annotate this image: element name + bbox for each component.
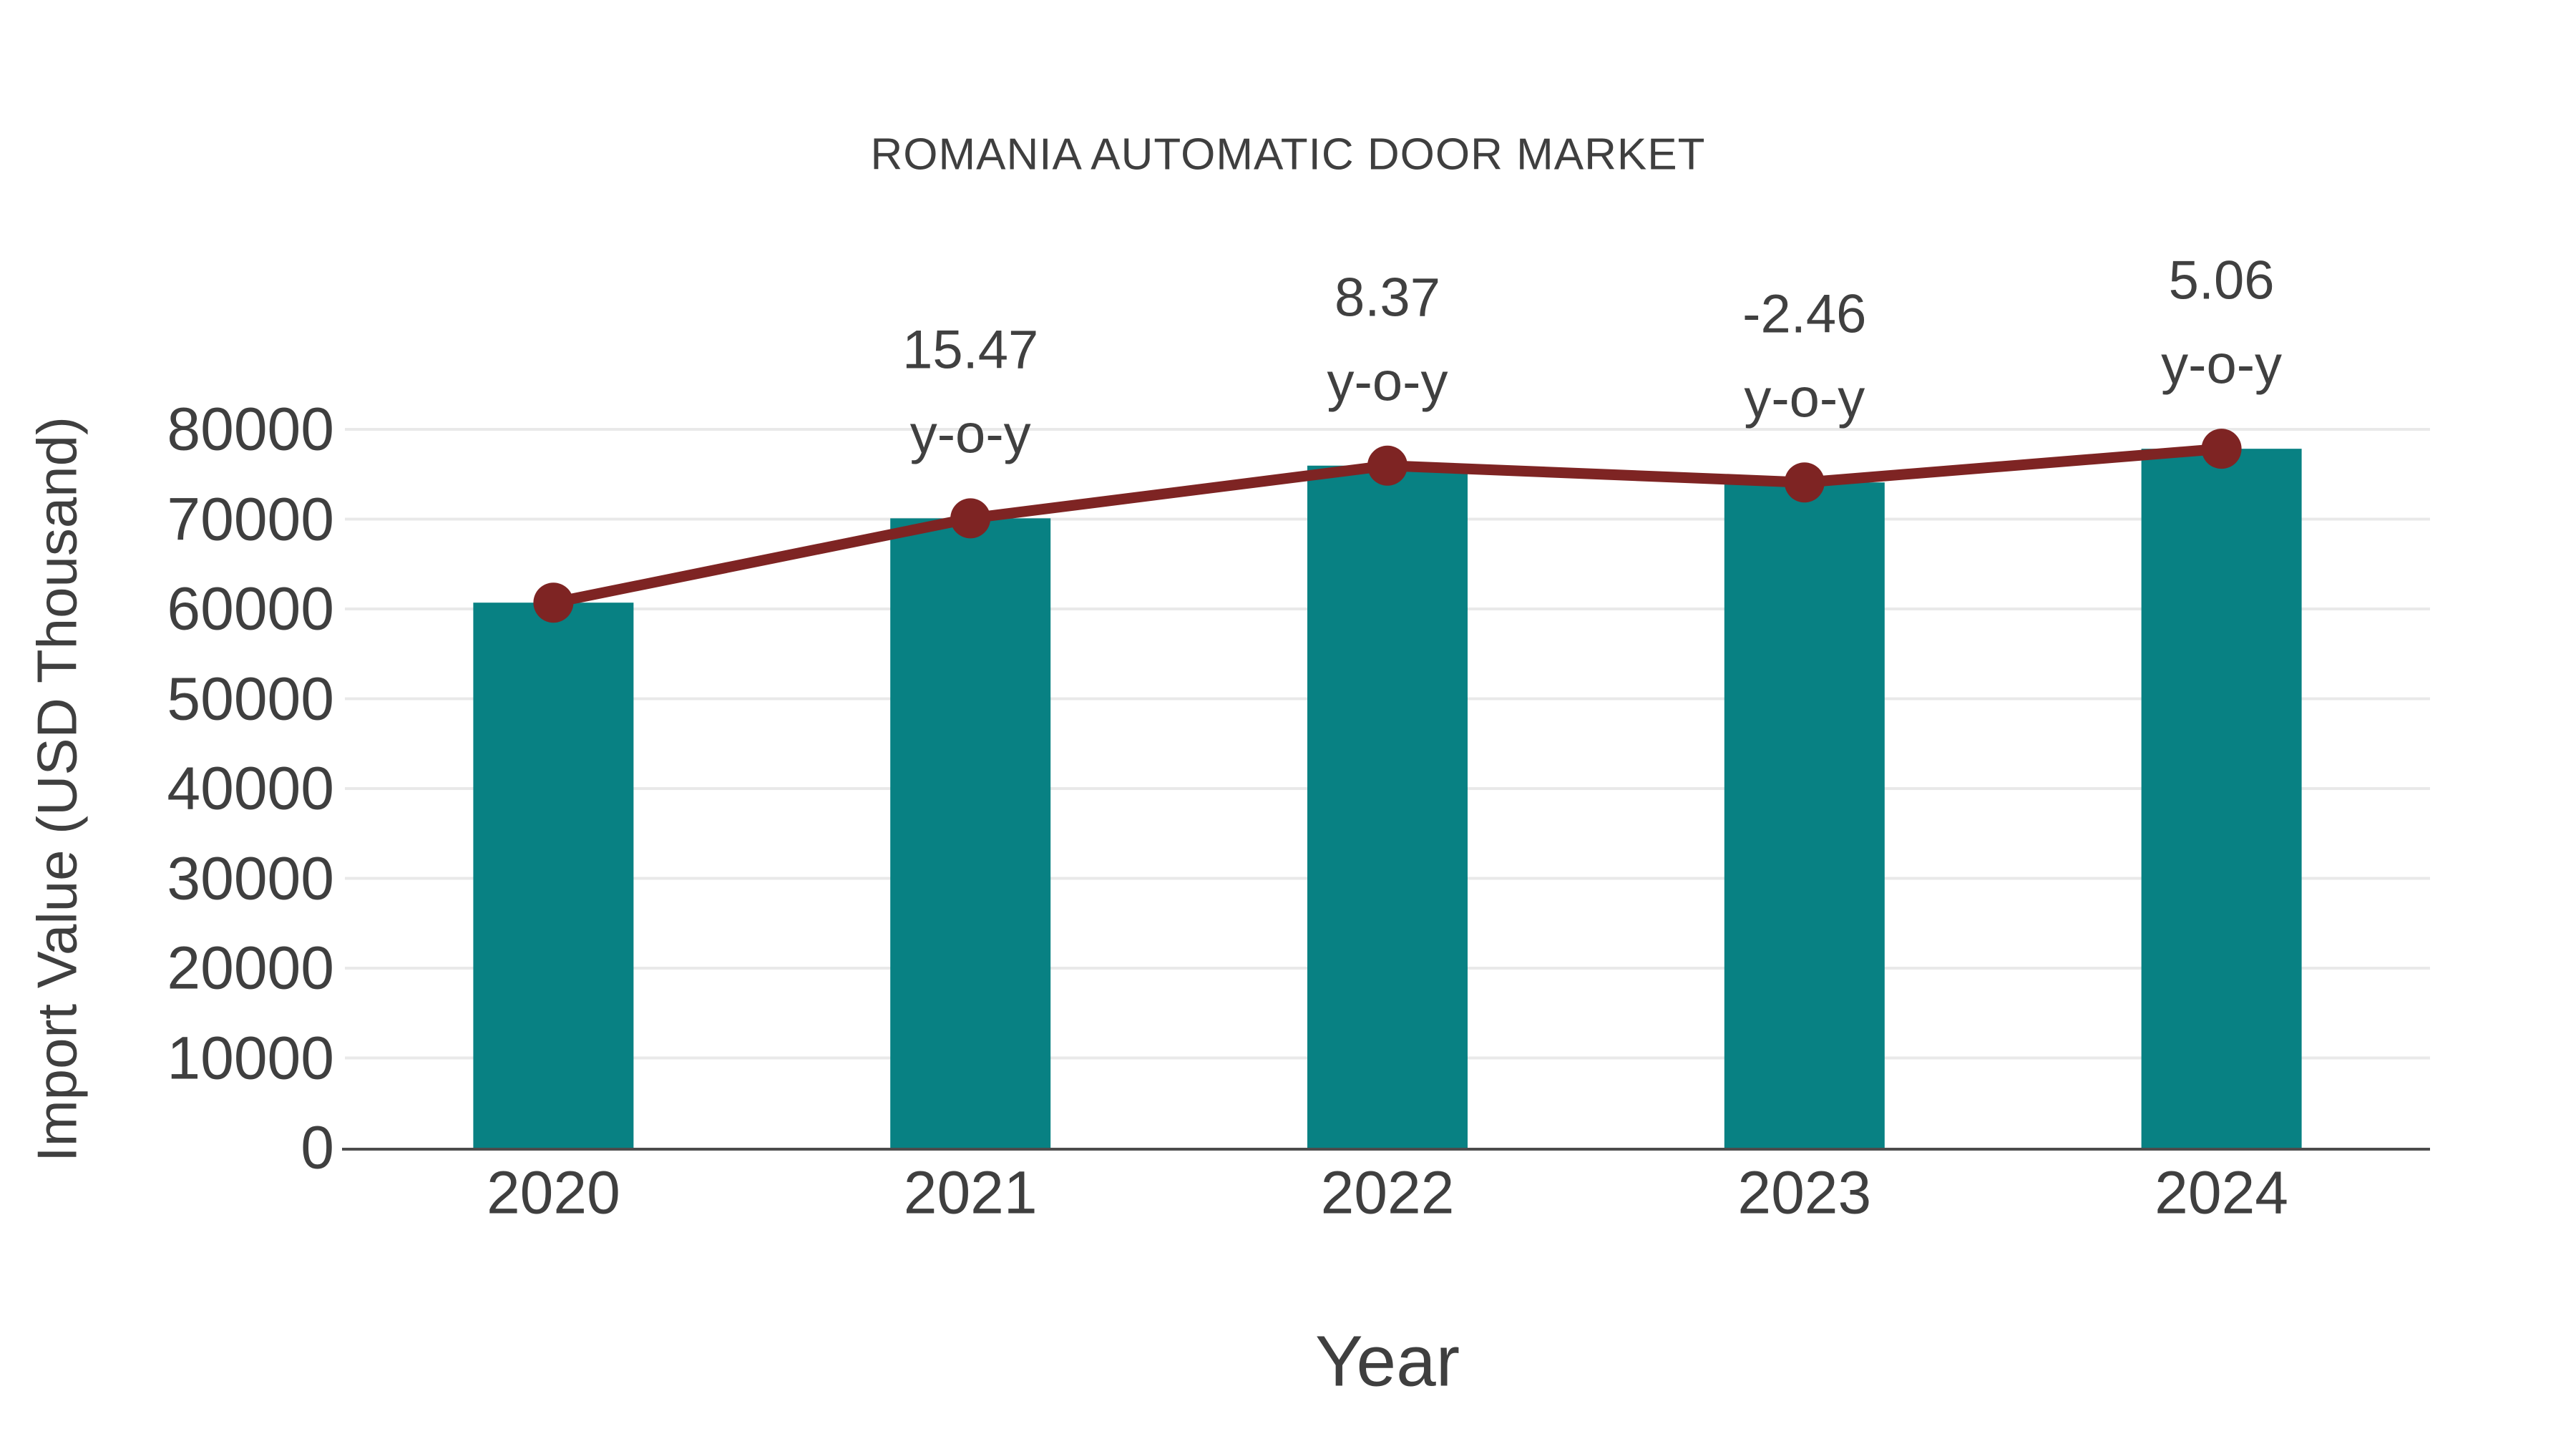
marker-2021: [950, 498, 991, 539]
y-tick-label: 50000: [167, 665, 334, 732]
yoy-value-2024: 5.06: [2168, 250, 2275, 311]
yoy-value-2023: -2.46: [1742, 283, 1867, 345]
y-tick-label: 70000: [167, 485, 334, 552]
y-tick-label: 0: [301, 1113, 334, 1181]
y-tick-label: 60000: [167, 575, 334, 643]
yoy-suffix-2021: y-o-y: [909, 404, 1031, 465]
x-tick-label: 2021: [903, 1158, 1038, 1226]
yoy-suffix-2024: y-o-y: [2161, 334, 2283, 396]
x-tick-label: 2023: [1737, 1158, 1872, 1226]
x-axis-label: Year: [1314, 1321, 1460, 1402]
bar-2020: [473, 602, 634, 1148]
marker-2022: [1367, 445, 1407, 486]
x-tick-label: 2024: [2155, 1158, 2289, 1226]
bar-2023: [1724, 482, 1885, 1148]
x-tick-label: 2022: [1320, 1158, 1455, 1226]
yoy-value-2021: 15.47: [902, 319, 1039, 381]
y-tick-label: 30000: [167, 844, 334, 912]
marker-2023: [1784, 462, 1825, 503]
bar-2021: [890, 518, 1051, 1148]
y-tick-label: 20000: [167, 934, 334, 1002]
yoy-suffix-2023: y-o-y: [1744, 368, 1865, 429]
yoy-value-2022: 8.37: [1335, 267, 1440, 328]
x-tick-label: 2020: [486, 1158, 620, 1226]
marker-2024: [2201, 429, 2242, 469]
marker-2020: [533, 582, 574, 623]
y-tick-label: 80000: [167, 395, 334, 463]
yoy-suffix-2022: y-o-y: [1327, 351, 1448, 413]
bar-2024: [2141, 449, 2302, 1148]
chart-title: ROMANIA AUTOMATIC DOOR MARKET: [870, 130, 1706, 180]
y-tick-label: 40000: [167, 754, 334, 822]
y-tick-label: 10000: [167, 1024, 334, 1091]
bar-2022: [1307, 465, 1468, 1148]
